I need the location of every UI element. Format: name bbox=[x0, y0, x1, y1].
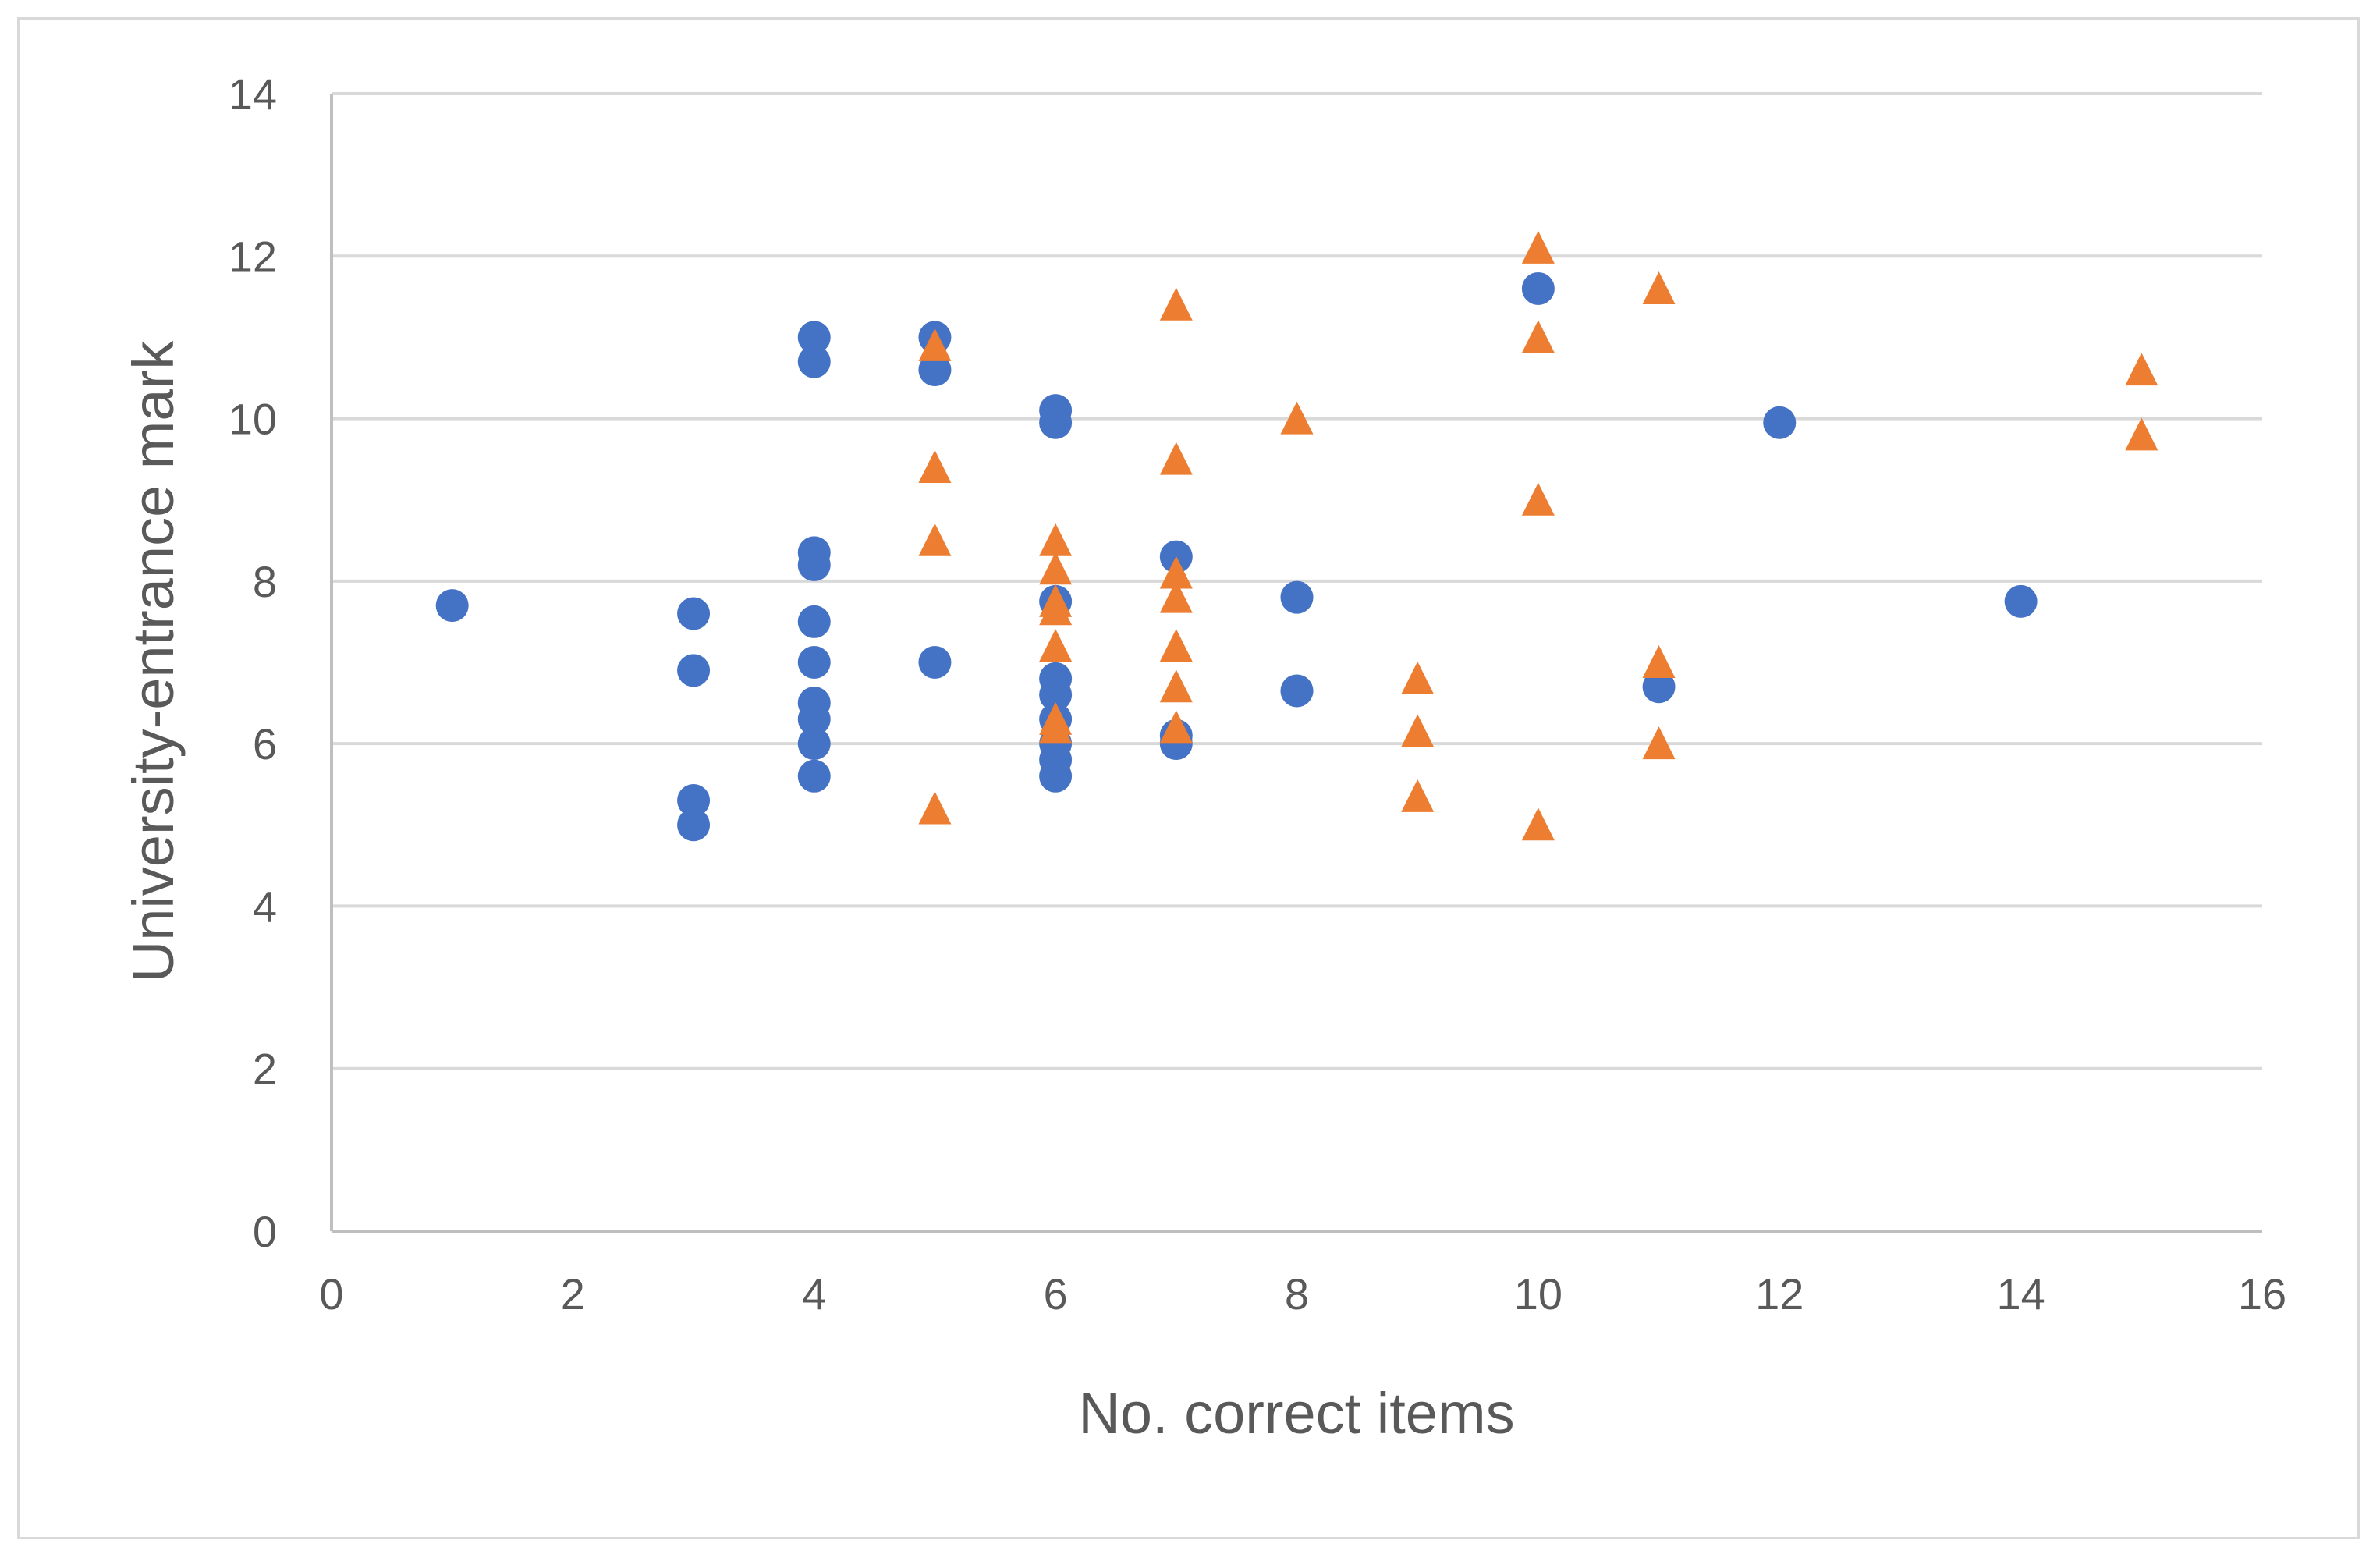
data-point bbox=[1521, 230, 1555, 264]
data-point bbox=[1521, 482, 1555, 516]
data-point bbox=[1521, 807, 1555, 841]
data-point bbox=[1642, 670, 1676, 704]
y-tick-label: 10 bbox=[229, 395, 277, 444]
x-tick-label: 0 bbox=[319, 1269, 343, 1318]
data-point bbox=[918, 523, 952, 556]
data-point bbox=[1159, 287, 1193, 321]
data-point bbox=[2125, 417, 2158, 451]
data-point bbox=[677, 597, 711, 630]
data-point bbox=[918, 328, 952, 361]
data-point bbox=[1159, 710, 1193, 744]
data-point bbox=[797, 605, 831, 638]
axes bbox=[330, 94, 2262, 1233]
x-tick-label: 16 bbox=[2238, 1269, 2286, 1318]
data-point bbox=[1039, 678, 1073, 712]
data-point bbox=[1401, 661, 1435, 694]
data-point bbox=[1159, 580, 1193, 613]
data-point bbox=[1642, 726, 1676, 760]
y-tick-label: 2 bbox=[253, 1045, 277, 1094]
data-point bbox=[677, 808, 711, 842]
data-point bbox=[1280, 401, 1314, 435]
data-point bbox=[1642, 645, 1676, 678]
data-point bbox=[1521, 271, 1555, 305]
data-point bbox=[435, 589, 469, 623]
y-axis-title: University-entrance mark bbox=[121, 340, 186, 982]
chart-frame bbox=[17, 17, 2360, 1539]
data-point bbox=[797, 548, 831, 582]
data-point bbox=[918, 646, 952, 679]
data-point bbox=[1039, 523, 1073, 556]
data-point bbox=[2125, 353, 2158, 386]
x-tick-label: 2 bbox=[561, 1269, 585, 1318]
data-point bbox=[1401, 714, 1435, 747]
series-circle-points bbox=[435, 271, 2038, 842]
data-point bbox=[918, 791, 952, 825]
data-point bbox=[1159, 442, 1193, 475]
data-point bbox=[1159, 555, 1193, 589]
data-point bbox=[1039, 629, 1073, 662]
data-point bbox=[2004, 584, 2038, 618]
y-tick-label: 6 bbox=[253, 719, 277, 768]
y-tick-label: 8 bbox=[253, 557, 277, 606]
data-point bbox=[1763, 406, 1797, 439]
data-points bbox=[435, 230, 2158, 842]
data-point bbox=[797, 702, 831, 736]
data-point bbox=[1039, 406, 1073, 439]
x-tick-label: 8 bbox=[1285, 1269, 1309, 1318]
x-tick-label: 4 bbox=[802, 1269, 826, 1318]
y-tick-label: 4 bbox=[253, 882, 277, 931]
data-point bbox=[1039, 759, 1073, 793]
y-tick-label: 14 bbox=[229, 69, 277, 119]
x-tick-labels: 0 2 4 6 8 10 12 14 16 bbox=[319, 1269, 2286, 1318]
y-tick-labels: 0 2 4 6 8 10 12 14 bbox=[229, 69, 277, 1256]
data-point bbox=[797, 759, 831, 793]
data-point bbox=[1159, 669, 1193, 703]
y-tick-label: 12 bbox=[229, 232, 277, 281]
x-tick-label: 6 bbox=[1044, 1269, 1068, 1318]
data-point bbox=[1039, 710, 1073, 744]
data-point bbox=[797, 321, 831, 354]
data-point bbox=[918, 353, 952, 387]
data-point bbox=[918, 450, 952, 484]
data-point bbox=[677, 654, 711, 687]
data-point bbox=[1521, 320, 1555, 353]
data-point bbox=[797, 345, 831, 378]
x-axis-title: No. correct items bbox=[1078, 1381, 1514, 1446]
data-point bbox=[1039, 552, 1073, 585]
data-point bbox=[1642, 271, 1676, 304]
series-triangle-points bbox=[918, 230, 2158, 841]
data-point bbox=[797, 727, 831, 761]
data-point bbox=[1401, 779, 1435, 812]
x-tick-label: 14 bbox=[1996, 1269, 2045, 1318]
data-point bbox=[1280, 674, 1314, 708]
data-point bbox=[1159, 629, 1193, 662]
data-point bbox=[797, 646, 831, 679]
data-point bbox=[1039, 592, 1073, 626]
x-tick-label: 12 bbox=[1755, 1269, 1804, 1318]
x-tick-label: 10 bbox=[1514, 1269, 1562, 1318]
data-point bbox=[1280, 580, 1314, 614]
data-point bbox=[677, 784, 711, 818]
y-tick-label: 0 bbox=[253, 1207, 277, 1256]
